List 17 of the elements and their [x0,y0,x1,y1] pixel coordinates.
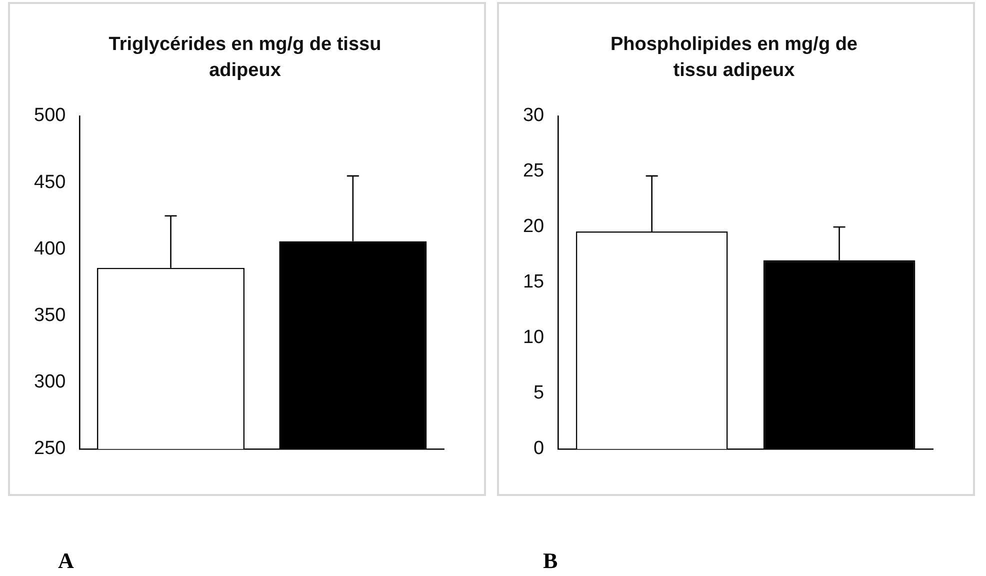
y-tick-label: 15 [522,272,544,293]
y-tick-label: 0 [534,438,544,460]
y-tick-label: 25 [522,160,544,182]
y-tick-label: 300 [34,372,66,393]
y-tick-label: 20 [522,216,544,238]
y-tick-label: 5 [534,382,544,404]
text: A [58,548,74,574]
y-tick-label: 30 [522,105,544,126]
y-tick-label: 10 [522,327,544,348]
y-tick-label: 250 [34,438,66,460]
text: B [543,548,558,574]
y-tick-label: 400 [34,238,66,260]
chart-title: Triglycérides en mg/g de tissu adipeux [108,33,382,83]
chart-title: Phospholipides en mg/g de tissu adipeux [609,33,859,83]
y-tick-label: 500 [34,105,66,126]
y-tick-label: 450 [34,172,66,193]
y-tick-label: 350 [34,305,66,326]
